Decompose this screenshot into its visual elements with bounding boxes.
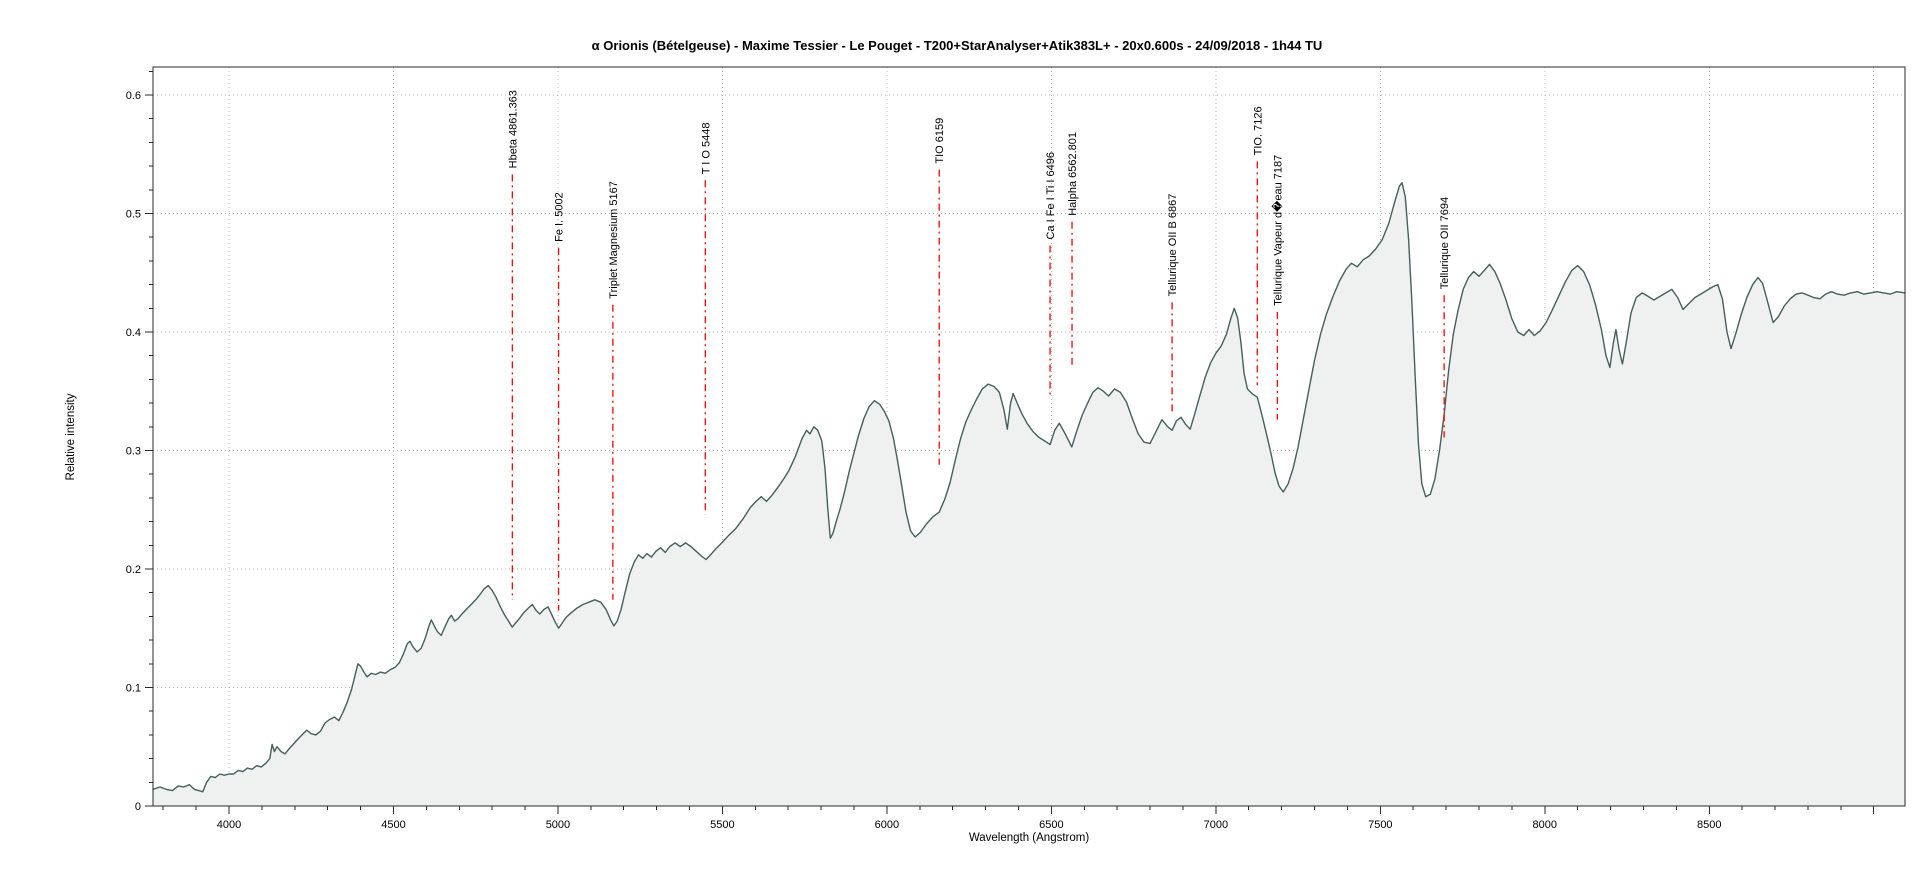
x-tick-label: 8000 [1533,819,1557,831]
y-tick-label: 0.2 [126,564,141,576]
spectral-line-label: Tellurique Vapeur d�eau 7187 [1270,155,1284,306]
spectral-line-label: Halpha 6562.801 [1067,132,1079,216]
plot-border [152,66,1906,807]
y-tick-label: 0.6 [126,90,141,102]
x-tick-label: 4500 [381,819,405,831]
x-tick-label: 6500 [1039,819,1063,831]
spectrum-curve [152,182,1906,793]
y-axis-title: Relative intensity [65,393,77,481]
spectral-line-label: TIO. 7126 [1252,106,1264,155]
y-tick-label: 0.5 [126,208,141,220]
spectral-line-label: Triplet Magnesium 5167 [608,181,620,299]
x-tick-label: 8500 [1697,819,1721,831]
y-tick-label: 0.3 [126,445,141,457]
spectral-line-label: Tellurique OII 7694 [1439,197,1451,289]
chart-title: α Orionis (Bételgeuse) - Maxime Tessier … [591,38,1323,53]
spectral-line-label: TIO 6159 [934,118,946,164]
spectral-line-label: Tellurique OII B 6867 [1167,194,1179,297]
y-tick-label: 0.4 [126,327,141,339]
x-tick-label: 4000 [217,819,241,831]
spectral-line-label: Ca I Fe I Ti I 6496 [1045,152,1057,239]
y-tick-label: 0.1 [126,682,141,694]
y-tick-label: 0 [135,801,141,813]
x-tick-label: 7000 [1204,819,1228,831]
spectral-line-label: Hbeta 4861.363 [507,90,519,168]
x-axis-title: Wavelength (Angstrom) [968,832,1090,844]
x-tick-label: 5000 [546,819,570,831]
spectral-line-label: T I O 5448 [700,123,712,175]
spectral-line-label: Fe I. 5002 [554,192,566,242]
x-tick-label: 5500 [710,819,734,831]
x-tick-label: 6000 [875,819,899,831]
x-tick-label: 7500 [1368,819,1392,831]
spectrum-area-fill [153,182,1905,806]
